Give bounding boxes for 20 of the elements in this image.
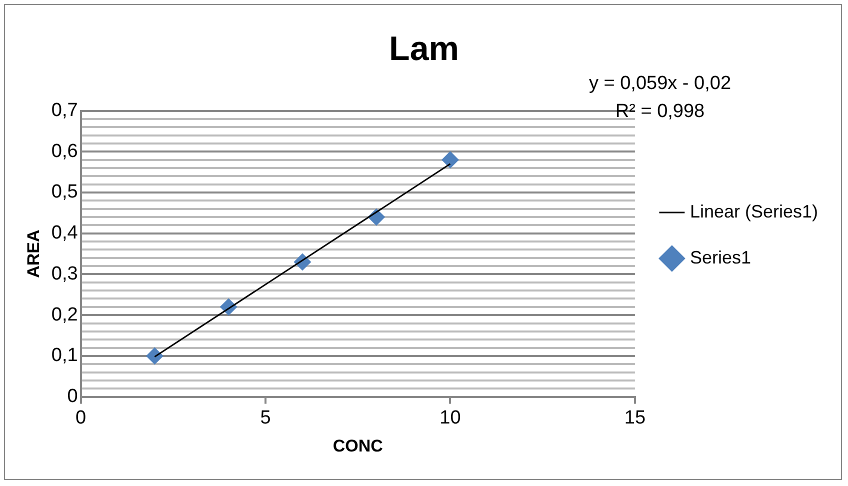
y-tick-label: 0,6	[51, 140, 78, 162]
legend-label: Linear (Series1)	[690, 201, 818, 222]
chart-title: Lam	[389, 30, 459, 68]
x-tick-label: 15	[624, 407, 646, 428]
y-tick-label: 0,2	[51, 304, 78, 326]
text: y = 0,059x - 0,02	[588, 72, 732, 96]
point	[442, 151, 459, 168]
y-tick-label: 0,7	[51, 100, 78, 122]
y-tick-label: 0	[67, 386, 78, 408]
y-tick-label: 0,1	[51, 345, 78, 366]
y-tick-label: 0,5	[51, 182, 78, 203]
x-axis-title: CONC	[332, 436, 383, 456]
y-tick-label: 0,3	[51, 263, 78, 284]
x-tick-label: 5	[260, 407, 271, 428]
y-tick-label: 0,4	[51, 222, 78, 244]
y-axis-title: AREA	[24, 230, 43, 278]
point	[146, 347, 164, 364]
annotation: R² = 0,998	[614, 100, 706, 124]
x-tick-label: 10	[440, 407, 461, 428]
legend-label: Series1	[690, 247, 751, 268]
